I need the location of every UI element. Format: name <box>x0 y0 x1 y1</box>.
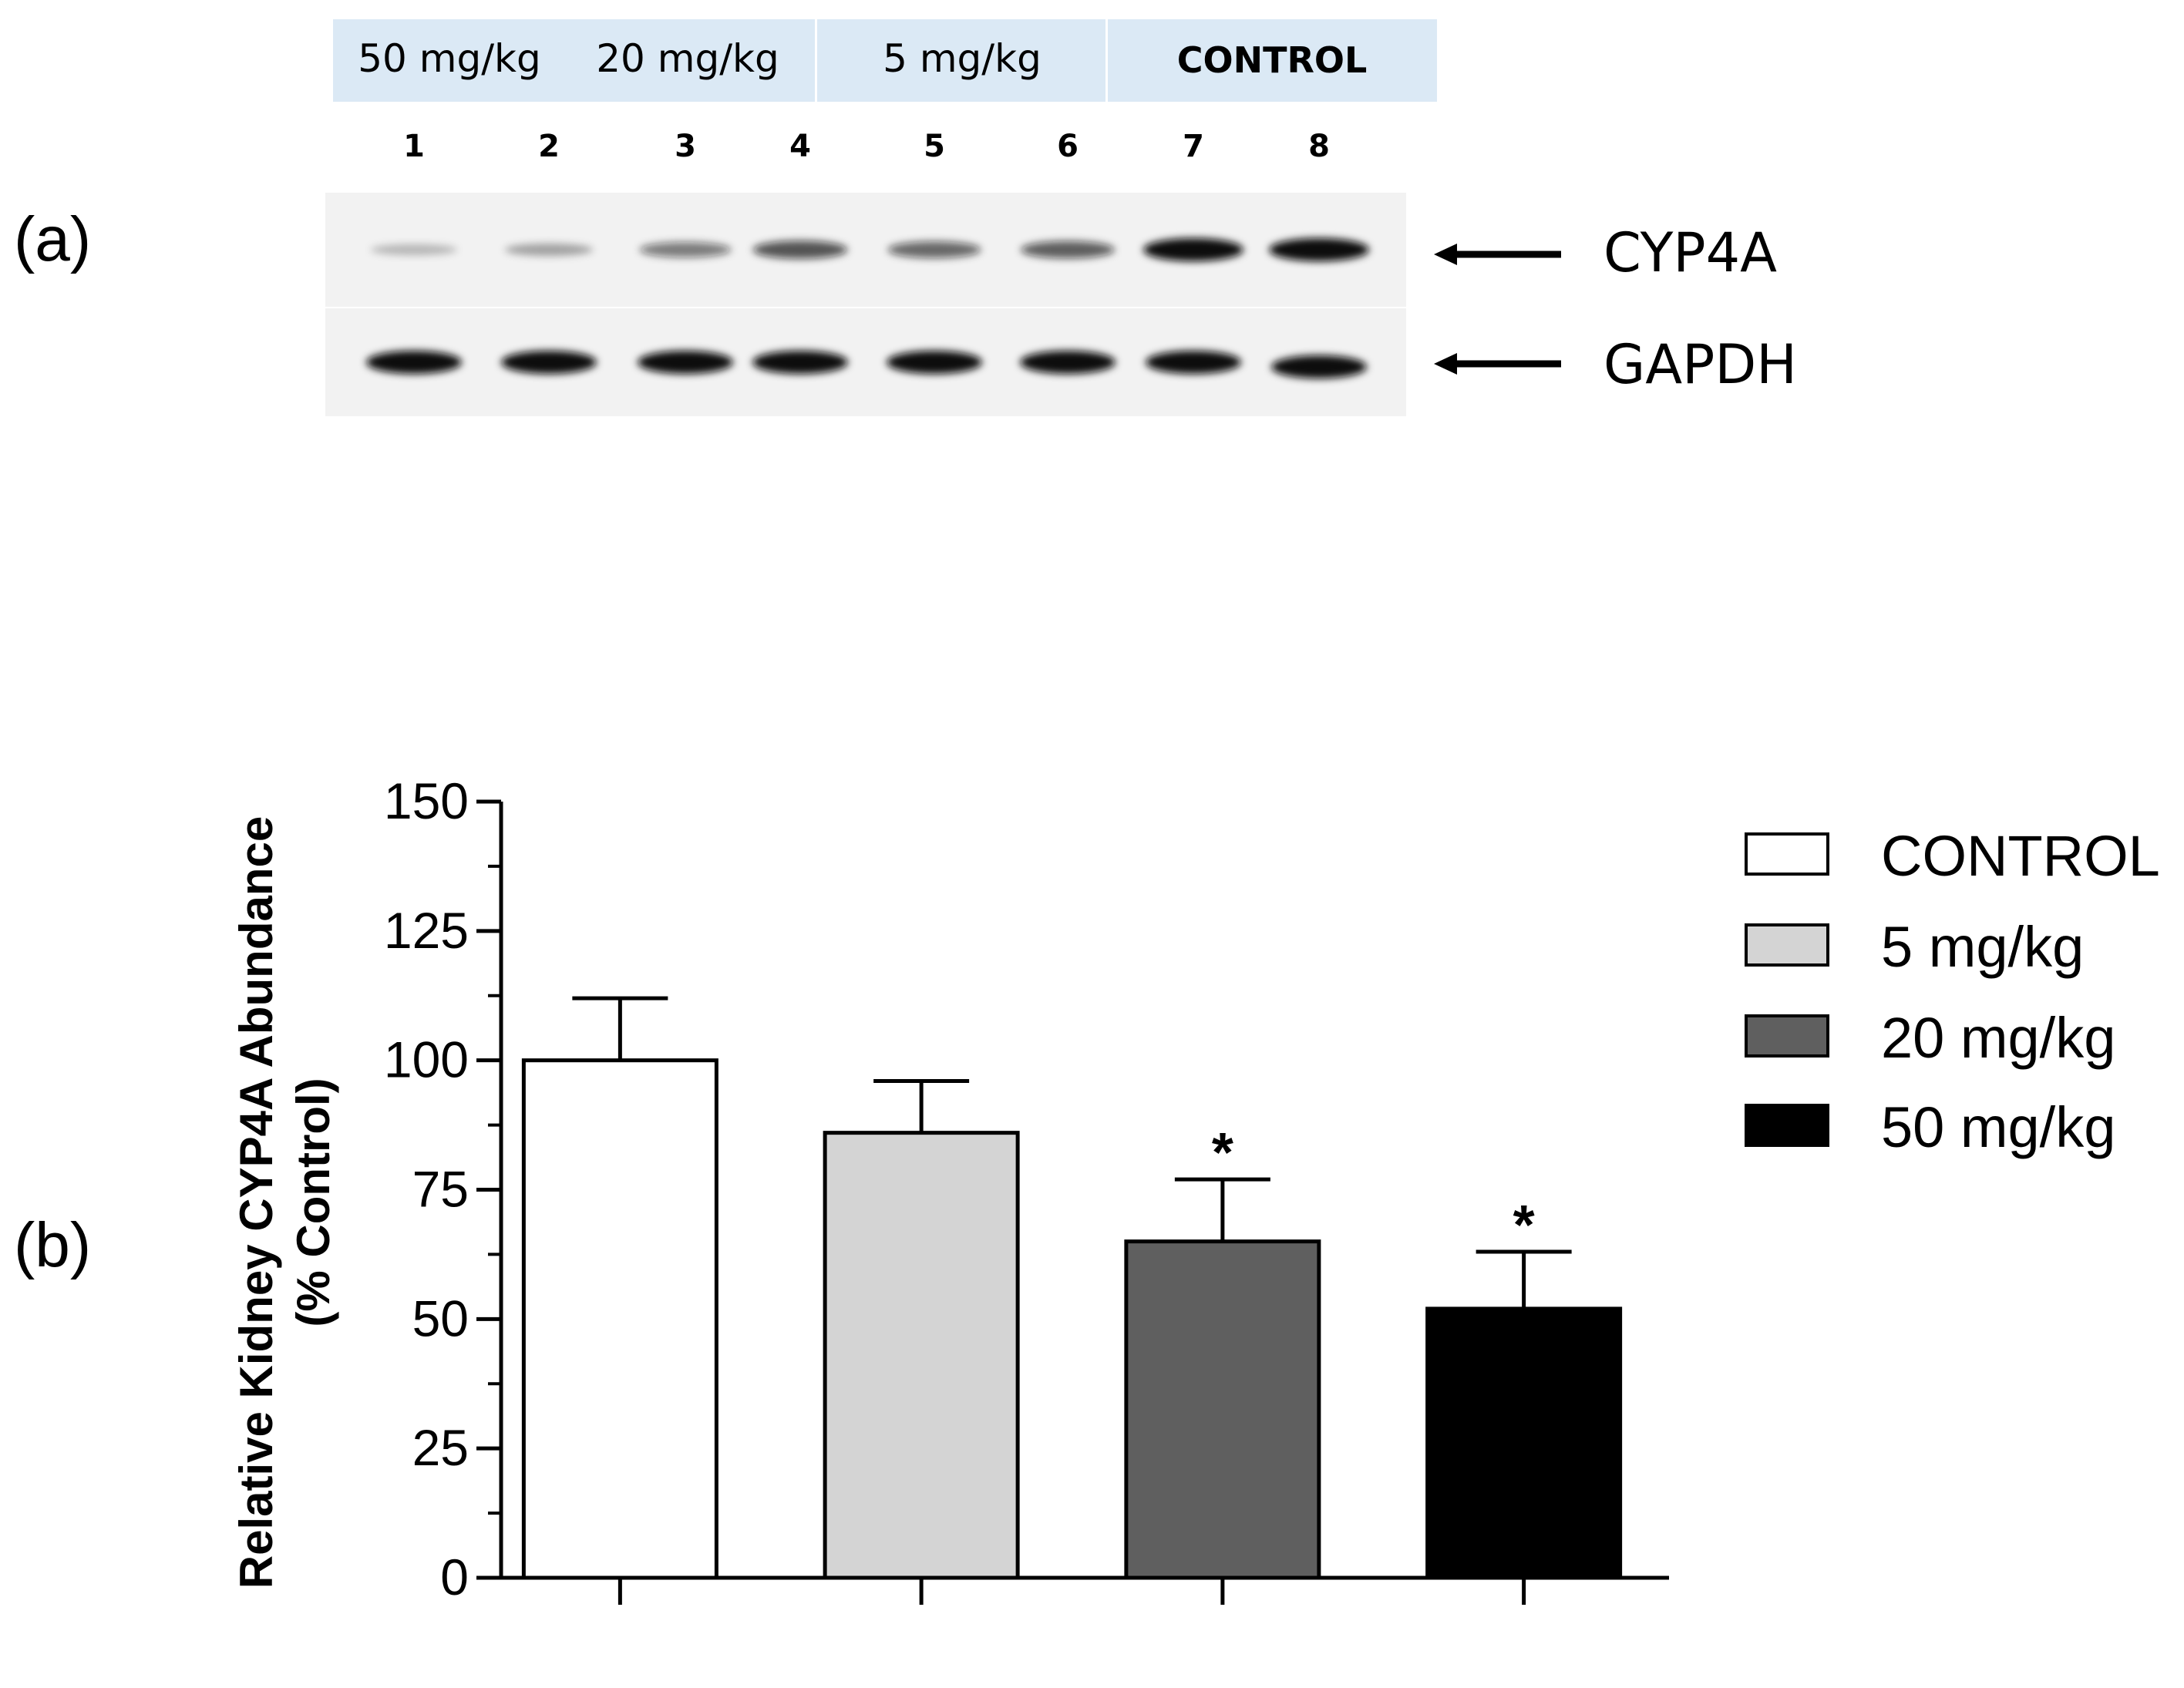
lane-number-8: 8 <box>1308 129 1330 164</box>
significance-marker-4: * <box>1513 1195 1535 1256</box>
band-cyp4a-lane-5 <box>887 241 981 258</box>
legend-swatch-20mgkg <box>1745 1014 1829 1058</box>
header-strip-left <box>333 19 815 102</box>
bar-3 <box>1124 1239 1321 1580</box>
y-tick-label-150: 150 <box>384 772 469 829</box>
band-cyp4a-lane-1 <box>370 244 458 256</box>
band-gapdh-lane-1 <box>366 351 462 374</box>
legend-swatch-5mgkg <box>1745 923 1829 967</box>
y-tick-label-25: 25 <box>412 1419 469 1476</box>
legend-label-50mgkg: 50 mg/kg <box>1881 1095 2116 1159</box>
bar-1 <box>521 1058 718 1580</box>
band-label-gapdh: GAPDH <box>1604 333 1797 396</box>
band-gapdh-lane-3 <box>638 351 733 374</box>
y-tick-label-50: 50 <box>412 1290 469 1347</box>
lane-number-5: 5 <box>924 129 945 164</box>
y-tick-label-0: 0 <box>440 1548 469 1606</box>
arrow-left-icon <box>1434 353 1561 375</box>
band-gapdh-lane-8 <box>1271 355 1367 378</box>
band-cyp4a-lane-2 <box>504 244 594 256</box>
group-header-20mgkg: 20 mg/kg <box>596 36 779 81</box>
group-header-control: CONTROL <box>1176 39 1368 81</box>
lane-number-4: 4 <box>789 129 811 164</box>
panel-a-label: (a) <box>14 204 92 274</box>
panel-b-label: (b) <box>14 1210 92 1280</box>
group-header-5mgkg: 5 mg/kg <box>883 36 1042 81</box>
band-gapdh-lane-6 <box>1020 351 1116 374</box>
lane-number-6: 6 <box>1057 129 1079 164</box>
legend-label-control: CONTROL <box>1881 824 2160 888</box>
legend-swatch-control <box>1745 832 1829 876</box>
lane-number-2: 2 <box>538 129 560 164</box>
band-cyp4a-lane-4 <box>752 240 848 259</box>
significance-marker-3: * <box>1212 1122 1233 1184</box>
blot-gapdh <box>325 308 1406 416</box>
arrow-left-icon <box>1434 244 1561 265</box>
legend-label-5mgkg: 5 mg/kg <box>1881 915 2085 979</box>
y-tick-label-100: 100 <box>384 1031 469 1088</box>
legend-swatch-50mgkg <box>1745 1104 1829 1147</box>
y-tick-label-125: 125 <box>384 902 469 959</box>
band-gapdh-lane-7 <box>1146 351 1241 374</box>
y-tick-label-75: 75 <box>412 1161 469 1218</box>
band-cyp4a-lane-6 <box>1021 240 1115 259</box>
legend-label-20mgkg: 20 mg/kg <box>1881 1006 2116 1070</box>
bar-2 <box>823 1131 1020 1580</box>
lane-number-3: 3 <box>675 129 696 164</box>
band-gapdh-lane-2 <box>501 351 597 374</box>
header-strip-right <box>1108 19 1437 102</box>
bar-4 <box>1425 1306 1623 1580</box>
band-cyp4a-lane-7 <box>1143 238 1243 261</box>
group-header-50mgkg: 50 mg/kg <box>358 36 541 81</box>
lane-number-7: 7 <box>1183 129 1204 164</box>
band-cyp4a-lane-8 <box>1269 238 1369 261</box>
band-gapdh-lane-5 <box>887 351 982 374</box>
band-gapdh-lane-4 <box>752 351 848 374</box>
band-cyp4a-lane-3 <box>639 241 732 258</box>
lane-number-1: 1 <box>403 129 425 164</box>
header-strip-middle <box>817 19 1105 102</box>
blot-cyp4a <box>325 193 1406 307</box>
band-label-cyp4a: CYP4A <box>1604 221 1778 284</box>
